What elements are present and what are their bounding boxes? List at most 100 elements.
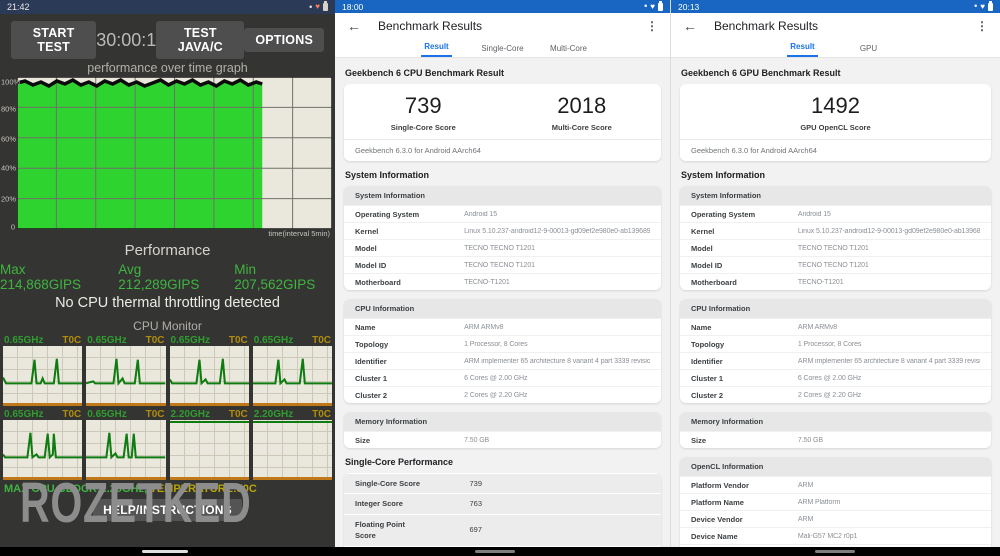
result-heading: Geekbench 6 GPU Benchmark Result — [681, 68, 841, 78]
summary-row: Single-Core Score 739 — [344, 473, 661, 494]
core-usage-plot — [169, 420, 249, 480]
row-label: Topology — [691, 339, 725, 349]
table-row: Cluster 1 6 Cores @ 2.00 GHz — [680, 369, 991, 386]
table-row: Size 7.50 GB — [344, 431, 661, 448]
row-value: TECNO-T1201 — [797, 278, 844, 286]
core-usage-plot — [86, 420, 166, 480]
cpu-status-bar: 18:00 • ♥ — [335, 0, 670, 13]
page-title: Benchmark Results — [714, 19, 819, 33]
status-time: 18:00 — [342, 1, 364, 12]
tab-result[interactable]: Result — [404, 39, 470, 57]
tab-single-core[interactable]: Single-Core — [481, 43, 524, 53]
core-usage-plot — [252, 346, 332, 406]
result-heading: Geekbench 6 CPU Benchmark Result — [345, 68, 505, 78]
row-value: ARM — [797, 481, 814, 489]
notification-dot-icon: • — [974, 1, 978, 11]
test-java-c-button[interactable]: TEST JAVA/C — [156, 21, 245, 59]
core-frequency: 2.20GHz — [170, 409, 210, 420]
gpu-opencl-score: 1492 GPU OpenCL Score — [800, 93, 871, 132]
y-tick: 40% — [1, 163, 17, 173]
card-title: CPU Information — [344, 299, 661, 318]
table-row: Device Vendor ARM — [680, 510, 991, 527]
opencl-information-card: OpenCL Information Platform Vendor ARM Pl… — [680, 457, 991, 556]
gpu-status-bar: 20:13 • ♥ — [671, 0, 1000, 13]
row-label: Operating System — [691, 209, 756, 219]
row-label: Model ID — [691, 260, 723, 270]
row-value: ARM — [797, 515, 814, 523]
row-value: TECNO TECNO T1201 — [797, 244, 869, 252]
core-frequency: 0.65GHz — [253, 335, 294, 346]
y-tick: 20% — [1, 194, 17, 204]
core-frequency: 0.65GHz — [170, 335, 210, 346]
row-value: TECNO-T1201 — [464, 278, 510, 286]
status-icons: • ♥ — [974, 0, 993, 11]
memory-information-card: Memory Information Size 7.50 GB — [680, 412, 991, 448]
row-value: ARM Platform — [797, 498, 841, 506]
options-button[interactable]: OPTIONS — [244, 28, 324, 52]
core-temperature: T0C — [145, 335, 165, 346]
tab-result[interactable]: Result — [770, 39, 836, 57]
cpu-core-monitor: 0.65GHz T0C — [3, 409, 83, 480]
row-label: Motherboard — [691, 277, 737, 287]
row-value: 1 Processor, 8 Cores — [464, 340, 528, 348]
row-value: Android 15 — [464, 210, 497, 218]
status-time: 20:13 — [678, 1, 700, 12]
avg-gips: Avg 212,289GIPS — [118, 262, 200, 292]
table-row: Cluster 1 6 Cores @ 2.00 GHz — [344, 369, 661, 386]
table-row: Platform Vendor ARM — [680, 476, 991, 493]
gpu-app-bar: ← Benchmark Results ⋮ — [671, 13, 1000, 39]
cpu-information-card: CPU Information Name ARM ARMv8 Topology 1 … — [344, 299, 661, 403]
row-label: Identifier — [355, 356, 387, 366]
row-label: Kernel — [691, 226, 715, 236]
back-arrow-icon[interactable]: ← — [683, 18, 697, 34]
core-temperature: T0C — [312, 335, 331, 346]
row-label: Name — [691, 322, 712, 332]
performance-stats: Max 214,868GIPS Avg 212,289GIPS Min 207,… — [0, 262, 335, 292]
cpu-monitor-grid: 0.65GHz T0C 0.65GHz T0C 0.65GHz T0C 0.65GHz… — [0, 333, 335, 480]
row-label: Platform Vendor — [691, 480, 749, 490]
single-core-score: 739 Single-Core Score — [390, 93, 456, 132]
version-footer: Geekbench 6.3.0 for Android AArch64 — [680, 139, 991, 161]
status-time: 21:42 — [7, 2, 30, 12]
multi-core-score: 2018 Multi-Core Score — [551, 93, 612, 132]
row-label: Platform Name — [691, 497, 744, 507]
cpu-monitor-title: CPU Monitor — [133, 319, 202, 333]
section-heading-single-core-performance: Single-Core Performance — [345, 457, 454, 467]
row-value: TECNO TECNO T1201 — [797, 261, 869, 269]
row-label: Cluster 1 — [355, 373, 388, 383]
row-label: Model — [691, 243, 713, 253]
start-test-button[interactable]: START TEST — [11, 21, 97, 59]
gesture-pill[interactable] — [475, 550, 515, 553]
heart-icon: ♥ — [315, 2, 320, 11]
row-label: Model ID — [355, 260, 387, 270]
tab-gpu[interactable]: GPU — [859, 43, 878, 53]
row-label: Size — [691, 435, 707, 445]
row-label: Motherboard — [355, 277, 401, 287]
notification-dot-icon: • — [644, 1, 648, 11]
x-axis-label: time(interval 5min) — [268, 229, 330, 238]
overflow-menu-icon[interactable]: ⋮ — [976, 19, 988, 33]
panel-cpu-throttling-test: 21:42 • ♥ START TEST 30:00:1 TEST JAVA/C… — [0, 0, 335, 556]
battery-icon — [988, 0, 993, 11]
row-value: Linux 5.10.237-android12-9-00013-gd09ef2… — [464, 227, 650, 235]
back-arrow-icon[interactable]: ← — [347, 18, 361, 34]
row-value: 2 Cores @ 2.20 GHz — [797, 391, 862, 399]
overflow-menu-icon[interactable]: ⋮ — [646, 19, 658, 33]
y-tick: 100% — [1, 77, 21, 87]
row-label: Cluster 2 — [691, 390, 724, 400]
cpu-tab-bar: Result Single-Core Multi-Core — [335, 39, 670, 58]
notification-dot-icon: • — [309, 1, 313, 12]
row-value: Android 15 — [797, 210, 831, 218]
system-nav-bar — [0, 547, 1000, 556]
section-heading-system-information: System Information — [345, 170, 430, 180]
tab-multi-core[interactable]: Multi-Core — [550, 43, 587, 53]
help-instructions-button[interactable]: HELP/INSTRUCTIONS — [93, 499, 242, 521]
table-row: Model TECNO TECNO T1201 — [680, 239, 991, 256]
row-label: Device Name — [691, 531, 738, 541]
table-row: Cluster 2 2 Cores @ 2.20 GHz — [344, 386, 661, 403]
table-row: Operating System Android 15 — [680, 205, 991, 222]
gesture-pill[interactable] — [142, 550, 188, 553]
core-usage-plot — [3, 420, 83, 480]
gesture-pill[interactable] — [815, 550, 855, 553]
row-value: 6 Cores @ 2.00 GHz — [464, 374, 528, 382]
